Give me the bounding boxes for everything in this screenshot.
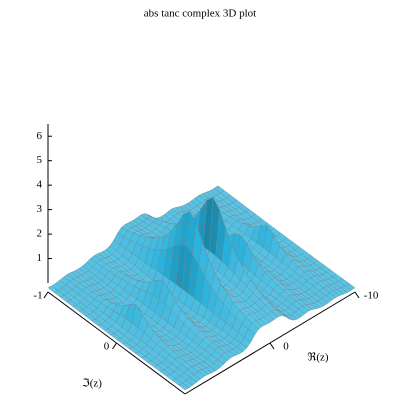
y-axis-label: ℑ(z) [82,378,102,390]
z-tick-label: 2 [37,228,43,240]
x-tick-label: -10 [364,290,379,302]
y-tick-label: 0 [104,341,110,353]
z-tick-label: 5 [37,154,43,166]
y-tick-label: -1 [33,290,42,302]
z-tick-label: 6 [37,130,43,142]
y-tick [112,342,117,350]
z-tick-label: 1 [37,252,43,264]
x-tick [354,291,360,299]
x-tick [269,342,275,350]
surface [47,185,356,391]
x-tick-label: 0 [283,341,289,353]
z-tick-label: 3 [37,203,43,215]
y-tick [43,291,49,299]
z-tick-label: 4 [37,179,43,191]
surface-patch [178,382,190,391]
chart-title: abs tanc complex 3D plot [144,8,256,20]
x-axis-label: ℜ(z) [307,352,328,364]
